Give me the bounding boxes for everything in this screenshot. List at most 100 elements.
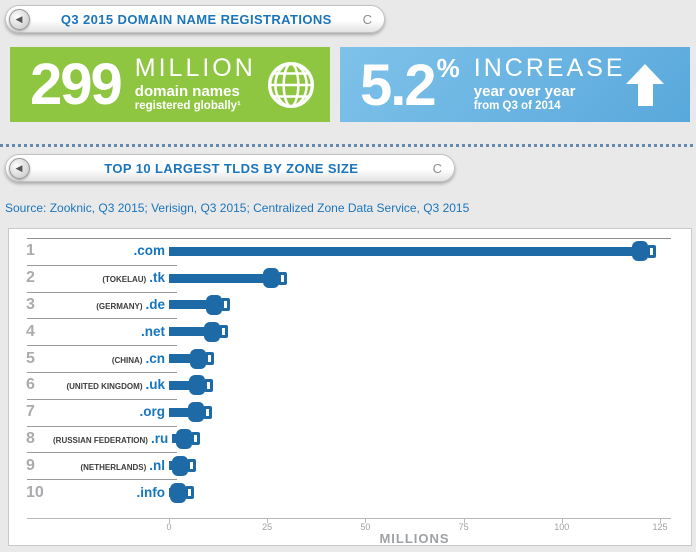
stat-caption-2: registered globally¹ (134, 100, 241, 113)
chart-row-nl: 9 (NETHERLANDS) .nl (9, 452, 693, 479)
chart-top-divider (27, 238, 671, 239)
country-name: (RUSSIAN FEDERATION) (53, 435, 148, 445)
plug-tip-icon (203, 378, 213, 392)
rank-number: 4 (26, 322, 35, 340)
plug-tip-icon (203, 405, 213, 419)
axis-tick-mark (169, 519, 170, 523)
rank-number: 3 (26, 295, 35, 313)
arrow-up-icon (626, 63, 664, 106)
stat-value-increase: 5.2% (360, 52, 460, 118)
axis-tick-label: 25 (262, 522, 273, 532)
axis-tick-mark (463, 519, 465, 523)
bar-cord (169, 300, 206, 310)
plug-body (262, 268, 279, 289)
tld-label: .net (53, 324, 165, 340)
tld-label: (UNITED KINGDOM) .uk (53, 377, 165, 393)
row-divider (27, 371, 177, 373)
row-divider (27, 318, 177, 320)
tld-name: .cn (145, 350, 165, 366)
stat-headline: INCREASE (473, 54, 626, 83)
axis-tick-label: 100 (554, 522, 570, 532)
zone-size-bar (169, 482, 194, 503)
plug-body (170, 482, 186, 503)
tld-label: (CHINA) .cn (53, 351, 165, 367)
rank-number: 1 (26, 242, 35, 260)
axis-tick-label: 75 (458, 522, 469, 532)
zone-size-bar (169, 402, 213, 423)
stat-box-registrations: 299 MILLION domain names registered glob… (10, 47, 330, 122)
plug-tip-icon (186, 459, 196, 473)
tld-label: (RUSSIAN FEDERATION) .ru (53, 431, 168, 447)
zone-size-bar (169, 268, 287, 289)
rank-number: 5 (26, 349, 35, 367)
plug-tip-icon (185, 486, 194, 500)
bar-cord (169, 407, 189, 417)
chart-row-de: 3 (GERMANY) .de (9, 291, 693, 319)
stat-unit: MILLION (134, 54, 256, 83)
axis-tick-mark (660, 519, 661, 523)
plug-tip-icon (190, 432, 200, 446)
chart-row-net: 4 .net (9, 318, 693, 345)
rank-number: 6 (26, 376, 35, 394)
axis-tick-label: 125 (652, 522, 668, 532)
tld-bar-chart: 1 .com 2 (TOKELAU) .tk 3 (GERMANY) .de 4 .net 5 (CH… (8, 228, 692, 546)
tld-name: .nl (149, 457, 165, 473)
plug-tip-icon (647, 244, 657, 258)
tld-label: (GERMANY) .de (53, 297, 165, 313)
stat-text-registrations: MILLION domain names registered globally… (135, 56, 256, 113)
bar-cord (169, 380, 189, 390)
plug-body (190, 348, 207, 369)
plug-body (203, 321, 220, 342)
stat-box-increase: 5.2% INCREASE year over year from Q3 of … (340, 47, 690, 122)
rank-number: 7 (26, 403, 35, 421)
back-button[interactable]: ◀ (9, 8, 30, 30)
dotted-separator (0, 144, 696, 147)
chart-row-tk: 2 (TOKELAU) .tk (9, 264, 693, 292)
axis-tick-mark (365, 519, 367, 523)
plug-body (205, 294, 222, 315)
bar-cord (169, 488, 170, 498)
row-divider (27, 479, 177, 481)
section-title-registrations: Q3 2015 DOMAIN NAME REGISTRATIONS (60, 11, 332, 27)
rank-number: 9 (26, 456, 35, 474)
plug-body (175, 428, 192, 449)
tld-name: .net (140, 323, 165, 339)
plug-body (171, 455, 188, 476)
back-button-2[interactable]: ◀ (9, 157, 30, 179)
zone-size-bar (169, 294, 230, 315)
percent-sign: % (436, 52, 460, 83)
stat-value-registrations: 299 (30, 51, 123, 117)
tld-name: .com (133, 243, 165, 259)
row-divider (27, 425, 177, 427)
refresh-icon-2[interactable]: C (432, 160, 442, 176)
tld-name: .uk (145, 377, 165, 393)
zone-size-bar (169, 241, 657, 262)
rank-number: 8 (26, 429, 35, 447)
refresh-icon[interactable]: C (362, 11, 372, 27)
row-divider (27, 452, 177, 454)
bar-cord (172, 434, 176, 444)
axis-tick-mark (267, 519, 269, 523)
tld-label: .com (53, 243, 165, 259)
country-name: (NETHERLANDS) (80, 462, 147, 472)
section-header-tlds: ◀ TOP 10 LARGEST TLDS BY ZONE SIZE C (5, 154, 455, 182)
bar-cord (169, 327, 204, 337)
chart-row-cn: 5 (CHINA) .cn (9, 345, 693, 372)
row-divider (27, 345, 177, 347)
bar-cord (169, 461, 172, 471)
tld-name: .info (136, 484, 166, 500)
zone-size-bar (169, 348, 215, 369)
axis-tick-label: 0 (166, 522, 172, 532)
row-divider (27, 398, 177, 400)
bar-cord (169, 354, 191, 364)
chart-row-info: 10 .info (9, 479, 693, 506)
zone-size-bar (169, 455, 196, 476)
section-header-registrations: ◀ Q3 2015 DOMAIN NAME REGISTRATIONS C (5, 5, 385, 33)
x-axis-label: MILLIONS (379, 531, 450, 546)
bar-cord (169, 273, 263, 283)
zone-size-bar (169, 321, 228, 342)
plug-body (188, 375, 205, 396)
tld-name: .org (139, 404, 166, 420)
tld-name: .de (145, 296, 165, 312)
